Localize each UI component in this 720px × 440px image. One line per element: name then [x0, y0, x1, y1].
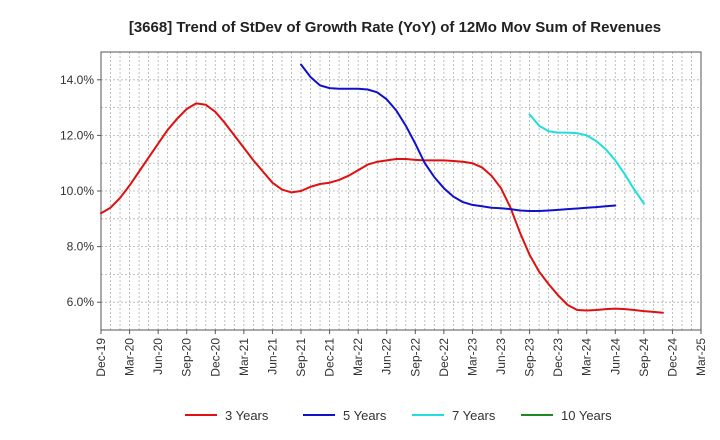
- legend-label: 10 Years: [561, 408, 612, 423]
- y-tick-label: 10.0%: [60, 184, 94, 198]
- x-tick-label: Jun-20: [151, 338, 165, 375]
- x-tick-label: Dec-24: [665, 338, 679, 377]
- series-line-7-years: [528, 113, 645, 205]
- x-tick-label: Sep-23: [523, 338, 537, 377]
- legend-label: 3 Years: [225, 408, 269, 423]
- series-line-3-years: [100, 102, 664, 314]
- series-lines: [100, 63, 664, 314]
- x-tick-label: Mar-21: [237, 338, 251, 376]
- legend-label: 5 Years: [343, 408, 387, 423]
- x-tick-label: Sep-24: [637, 338, 651, 377]
- y-tick-label: 8.0%: [67, 240, 95, 254]
- x-tick-label: Dec-23: [551, 338, 565, 377]
- x-tick-label: Jun-24: [608, 338, 622, 375]
- x-tick-label: Mar-23: [465, 338, 479, 376]
- x-axis: Dec-19 Mar-20 Jun-20 Sep-20 Dec-20 Mar-21 Jun-…: [94, 330, 708, 377]
- x-tick-label: Mar-22: [351, 338, 365, 376]
- plot-area: [100, 51, 702, 331]
- x-tick-label: Mar-25: [694, 338, 708, 376]
- x-tick-label: Mar-20: [123, 338, 137, 376]
- series-line-5-years: [300, 63, 617, 212]
- legend-label: 7 Years: [452, 408, 496, 423]
- x-tick-label: Sep-21: [294, 338, 308, 377]
- chart-title: [3668] Trend of StDev of Growth Rate (Yo…: [129, 19, 661, 36]
- y-tick-label: 6.0%: [67, 295, 95, 309]
- legend: 3 Years 5 Years 7 Years 10 Years: [185, 408, 612, 423]
- x-tick-label: Sep-22: [408, 338, 422, 377]
- y-tick-label: 12.0%: [60, 128, 94, 142]
- y-axis: 6.0% 8.0% 10.0% 12.0% 14.0%: [60, 73, 101, 309]
- x-tick-label: Dec-20: [208, 338, 222, 377]
- x-tick-label: Jun-23: [494, 338, 508, 375]
- x-tick-label: Dec-21: [323, 338, 337, 377]
- x-tick-label: Mar-24: [580, 338, 594, 376]
- y-tick-label: 14.0%: [60, 73, 94, 87]
- x-tick-label: Sep-20: [180, 338, 194, 377]
- x-tick-label: Dec-19: [94, 338, 108, 377]
- x-tick-label: Dec-22: [437, 338, 451, 377]
- x-tick-label: Jun-22: [380, 338, 394, 375]
- x-tick-label: Jun-21: [265, 338, 279, 375]
